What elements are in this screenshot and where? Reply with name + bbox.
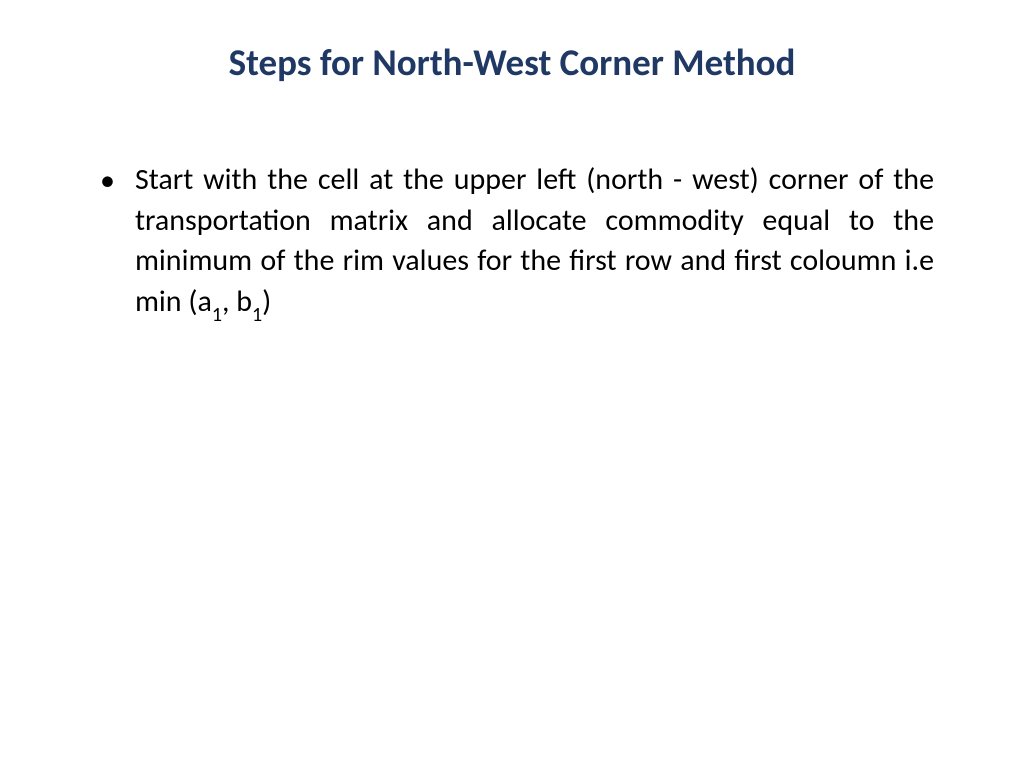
slide-container: Steps for North-West Corner Method • Sta… <box>0 0 1024 768</box>
text-part-3: ) <box>262 283 271 320</box>
subscript-2: 1 <box>252 303 262 327</box>
slide-title: Steps for North-West Corner Method <box>90 40 934 85</box>
bullet-item: • Start with the cell at the upper left … <box>100 160 934 326</box>
subscript-1: 1 <box>212 303 222 327</box>
slide-content: • Start with the cell at the upper left … <box>90 160 934 326</box>
bullet-text: Start with the cell at the upper left (n… <box>135 160 934 326</box>
text-part-2: , b <box>222 283 252 320</box>
bullet-marker: • <box>100 160 115 202</box>
text-part-1: Start with the cell at the upper left (n… <box>135 161 934 320</box>
